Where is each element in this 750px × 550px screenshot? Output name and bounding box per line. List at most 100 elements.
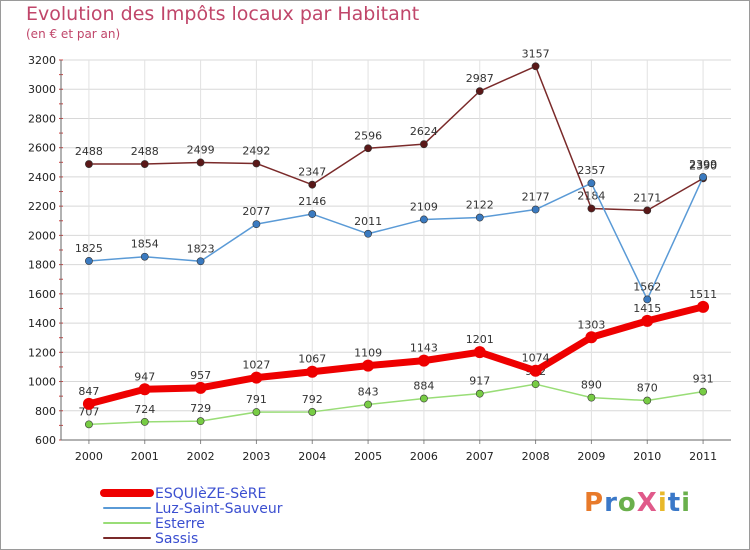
data-point: [697, 300, 710, 313]
series-line: [88, 65, 704, 212]
data-point: [308, 210, 317, 218]
data-point: [587, 393, 596, 402]
data-point: [362, 359, 375, 372]
data-point: [85, 257, 93, 265]
legend-label: ESQUIèZE-SèRE: [155, 486, 266, 502]
data-point: [252, 220, 261, 229]
data-point: [140, 160, 149, 168]
data-label: 1415: [633, 302, 661, 315]
data-point: [364, 400, 372, 409]
data-label: 2390: [689, 159, 717, 172]
x-tick-label: 2007: [466, 450, 494, 463]
data-point: [250, 371, 263, 384]
data-point: [529, 364, 542, 377]
data-point: [196, 417, 205, 426]
data-label: 2077: [242, 205, 270, 218]
x-tick-label: 2003: [242, 450, 270, 463]
data-point: [587, 204, 596, 213]
x-tick-label: 2001: [131, 450, 159, 463]
series-line: [88, 383, 704, 426]
y-tick-label: 1600: [28, 288, 56, 301]
brand-letter: P: [584, 488, 605, 518]
data-point: [643, 295, 652, 304]
data-label: 2122: [466, 199, 494, 212]
brand-logo: ProXiti: [584, 488, 691, 518]
data-point: [138, 383, 151, 396]
data-label: 724: [134, 403, 155, 416]
data-label: 2492: [242, 144, 270, 157]
data-point: [643, 206, 652, 215]
x-tick-label: 2005: [354, 450, 382, 463]
data-point: [85, 420, 93, 429]
data-point: [531, 380, 540, 389]
y-tick-label: 3000: [28, 83, 56, 96]
x-tick-label: 2002: [187, 450, 215, 463]
data-point: [140, 417, 149, 426]
data-label: 1109: [354, 347, 382, 360]
brand-letter: i: [681, 488, 692, 518]
data-point: [306, 365, 319, 378]
data-label: 947: [134, 370, 155, 383]
data-label: 729: [190, 402, 211, 415]
data-point: [417, 354, 430, 367]
y-tick-label: 2000: [28, 229, 56, 242]
x-tick-label: 2008: [522, 450, 550, 463]
data-label: 1027: [242, 359, 270, 372]
data-label: 2109: [410, 200, 438, 213]
data-label: 917: [469, 375, 490, 388]
data-point: [194, 381, 207, 394]
data-point: [475, 213, 484, 222]
x-tick-label: 2000: [75, 450, 103, 463]
data-point: [140, 252, 149, 261]
data-label: 1511: [689, 288, 717, 301]
data-point: [699, 173, 707, 181]
chart-subtitle: (en € et par an): [26, 27, 121, 41]
x-tick-label: 2004: [298, 450, 326, 463]
data-point: [85, 160, 93, 168]
data-label: 1303: [577, 318, 605, 331]
data-label: 1143: [410, 342, 438, 355]
data-point: [531, 205, 540, 214]
data-point: [585, 331, 598, 344]
data-label: 792: [302, 393, 323, 406]
x-tick-label: 2011: [689, 450, 717, 463]
data-label: 2488: [75, 145, 103, 158]
data-label: 707: [78, 405, 99, 418]
data-label: 1854: [131, 238, 159, 251]
data-label: 957: [190, 369, 211, 382]
data-point: [252, 159, 261, 168]
data-label: 1825: [75, 242, 103, 255]
x-tick-label: 2010: [633, 450, 661, 463]
data-point: [308, 180, 317, 189]
data-point: [475, 389, 484, 398]
y-tick-label: 2400: [28, 171, 56, 184]
data-point: [364, 144, 372, 153]
data-point: [82, 397, 95, 410]
data-label: 931: [693, 373, 714, 386]
data-label: 2357: [577, 164, 605, 177]
data-point: [196, 158, 205, 167]
legend-label: Esterre: [155, 516, 205, 532]
y-tick-label: 3200: [28, 54, 56, 67]
data-point: [641, 314, 654, 327]
data-label: 2596: [354, 129, 382, 142]
brand-letter: i: [657, 488, 668, 518]
data-label: 2499: [187, 143, 215, 156]
data-point: [475, 87, 484, 96]
y-tick-label: 2200: [28, 200, 56, 213]
data-point: [364, 229, 372, 238]
brand-letter: X: [636, 488, 658, 518]
data-label: 2011: [354, 215, 382, 228]
series-line: [88, 176, 704, 301]
y-tick-label: 1400: [28, 317, 56, 330]
y-tick-label: 1000: [28, 376, 56, 389]
data-point: [643, 396, 652, 405]
data-label: 2624: [410, 125, 438, 138]
data-label: 3157: [522, 47, 550, 60]
data-label: 1562: [633, 280, 661, 293]
y-tick-label: 2600: [28, 142, 56, 155]
chart-title: Evolution des Impôts locaux par Habitant: [26, 3, 420, 25]
data-label: 2488: [131, 145, 159, 158]
data-label: 2146: [298, 195, 326, 208]
